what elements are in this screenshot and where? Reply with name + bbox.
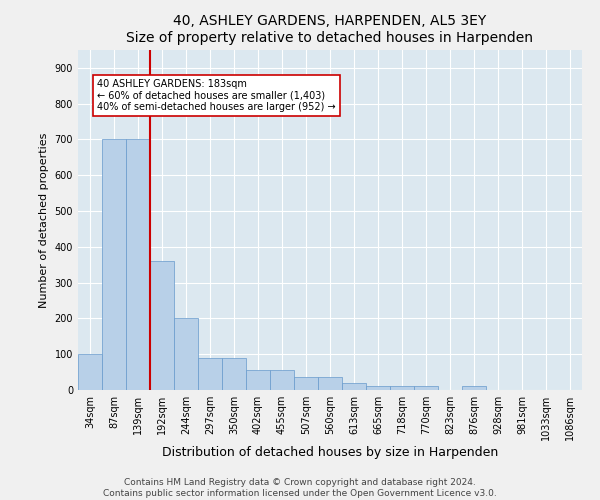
Bar [222, 358, 246, 390]
Bar [462, 386, 486, 390]
Bar [150, 261, 174, 390]
Bar [414, 386, 438, 390]
Bar [78, 354, 102, 390]
Bar [246, 370, 270, 390]
Bar [198, 358, 222, 390]
Bar [390, 386, 414, 390]
Bar [294, 378, 318, 390]
Bar [342, 383, 366, 390]
Bar [318, 378, 342, 390]
X-axis label: Distribution of detached houses by size in Harpenden: Distribution of detached houses by size … [162, 446, 498, 458]
Bar [366, 386, 390, 390]
Bar [174, 318, 198, 390]
Y-axis label: Number of detached properties: Number of detached properties [39, 132, 49, 308]
Title: 40, ASHLEY GARDENS, HARPENDEN, AL5 3EY
Size of property relative to detached hou: 40, ASHLEY GARDENS, HARPENDEN, AL5 3EY S… [127, 14, 533, 44]
Text: 40 ASHLEY GARDENS: 183sqm
← 60% of detached houses are smaller (1,403)
40% of se: 40 ASHLEY GARDENS: 183sqm ← 60% of detac… [97, 78, 336, 112]
Bar [102, 140, 126, 390]
Bar [270, 370, 294, 390]
Text: Contains HM Land Registry data © Crown copyright and database right 2024.
Contai: Contains HM Land Registry data © Crown c… [103, 478, 497, 498]
Bar [126, 140, 150, 390]
